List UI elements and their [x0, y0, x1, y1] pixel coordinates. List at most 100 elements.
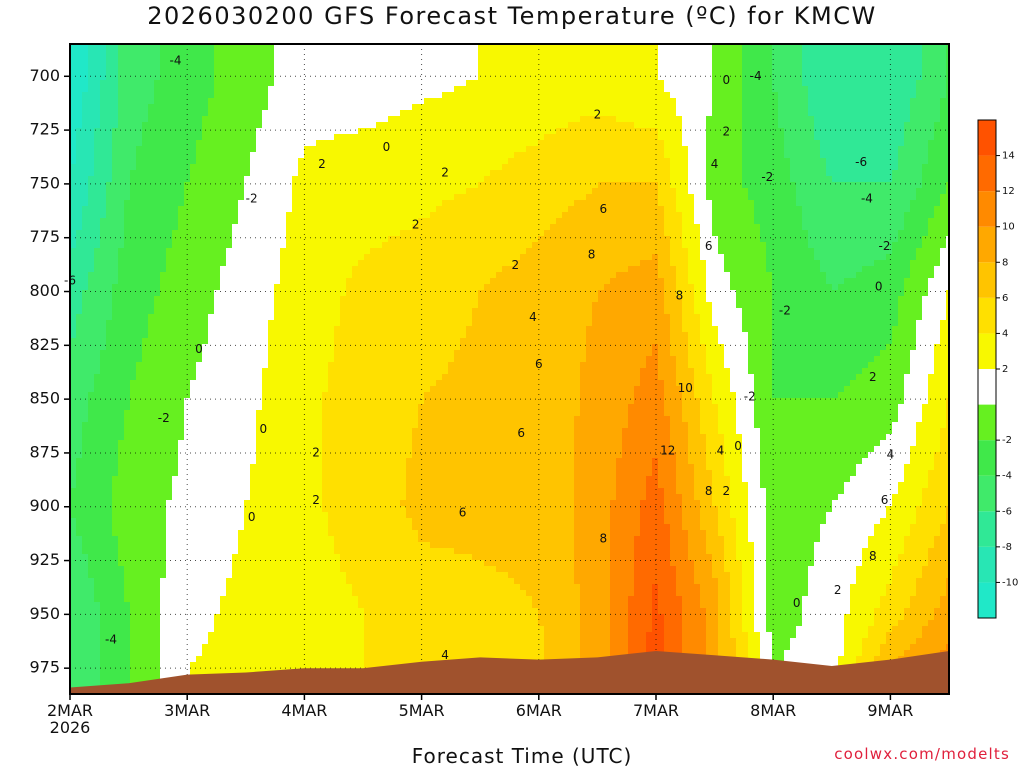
field-cell — [274, 428, 281, 435]
field-cell — [292, 92, 299, 99]
field-cell — [316, 254, 323, 261]
field-cell — [112, 86, 119, 93]
field-cell — [304, 338, 311, 345]
field-cell — [244, 206, 251, 213]
field-cell — [322, 554, 329, 561]
field-cell — [70, 572, 77, 579]
field-cell — [244, 596, 251, 603]
field-cell — [328, 320, 335, 327]
field-cell — [70, 590, 77, 597]
field-cell — [166, 74, 173, 81]
field-cell — [88, 644, 95, 651]
field-cell — [130, 188, 137, 195]
field-cell — [178, 434, 185, 441]
field-cell — [262, 296, 269, 303]
field-cell — [328, 488, 335, 495]
field-cell — [286, 392, 293, 399]
field-cell — [178, 464, 185, 471]
field-cell — [268, 434, 275, 441]
field-cell — [178, 614, 185, 621]
field-cell — [214, 494, 221, 501]
field-cell — [160, 308, 167, 315]
field-cell — [250, 128, 257, 135]
field-cell — [100, 656, 107, 663]
field-cell — [334, 56, 341, 63]
field-cell — [334, 482, 341, 489]
field-cell — [112, 302, 119, 309]
field-cell — [82, 488, 89, 495]
field-cell — [196, 506, 203, 513]
field-cell — [310, 290, 317, 297]
field-cell — [280, 290, 287, 297]
field-cell — [268, 74, 275, 81]
field-cell — [238, 56, 245, 63]
field-cell — [340, 236, 347, 243]
field-cell — [304, 620, 311, 627]
field-cell — [154, 548, 161, 555]
field-cell — [190, 608, 197, 615]
field-cell — [238, 386, 245, 393]
field-cell — [214, 506, 221, 513]
field-cell — [118, 440, 125, 447]
field-cell — [334, 368, 341, 375]
field-cell — [340, 74, 347, 81]
field-cell — [118, 566, 125, 573]
field-cell — [76, 446, 83, 453]
field-cell — [196, 146, 203, 153]
field-cell — [100, 80, 107, 87]
field-cell — [256, 128, 263, 135]
field-cell — [232, 176, 239, 183]
field-cell — [112, 590, 119, 597]
field-cell — [94, 98, 101, 105]
field-cell — [262, 116, 269, 123]
field-cell — [154, 182, 161, 189]
field-cell — [244, 614, 251, 621]
field-cell — [340, 116, 347, 123]
field-cell — [166, 512, 173, 519]
field-cell — [154, 248, 161, 255]
field-cell — [238, 308, 245, 315]
field-cell — [232, 194, 239, 201]
field-cell — [208, 110, 215, 117]
field-cell — [160, 548, 167, 555]
field-cell — [172, 116, 179, 123]
field-cell — [322, 662, 329, 669]
field-cell — [298, 212, 305, 219]
field-cell — [220, 548, 227, 555]
field-cell — [214, 452, 221, 459]
field-cell — [118, 242, 125, 249]
field-cell — [328, 662, 335, 669]
field-cell — [196, 644, 203, 651]
field-cell — [268, 512, 275, 519]
field-cell — [238, 416, 245, 423]
field-cell — [268, 362, 275, 369]
field-cell — [232, 134, 239, 141]
field-cell — [82, 446, 89, 453]
field-cell — [256, 236, 263, 243]
field-cell — [118, 614, 125, 621]
field-cell — [76, 146, 83, 153]
field-cell — [322, 656, 329, 663]
field-cell — [160, 626, 167, 633]
field-cell — [202, 656, 209, 663]
field-cell — [124, 494, 131, 501]
field-cell — [100, 368, 107, 375]
field-cell — [94, 200, 101, 207]
field-cell — [94, 476, 101, 483]
field-cell — [280, 212, 287, 219]
field-cell — [232, 488, 239, 495]
field-cell — [286, 434, 293, 441]
field-cell — [316, 566, 323, 573]
field-cell — [226, 650, 233, 657]
field-cell — [112, 356, 119, 363]
field-cell — [70, 416, 77, 423]
field-cell — [154, 392, 161, 399]
field-cell — [280, 104, 287, 111]
field-cell — [70, 554, 77, 561]
field-cell — [124, 104, 131, 111]
field-cell — [184, 308, 191, 315]
field-cell — [238, 620, 245, 627]
field-cell — [172, 554, 179, 561]
field-cell — [82, 542, 89, 549]
field-cell — [304, 80, 311, 87]
